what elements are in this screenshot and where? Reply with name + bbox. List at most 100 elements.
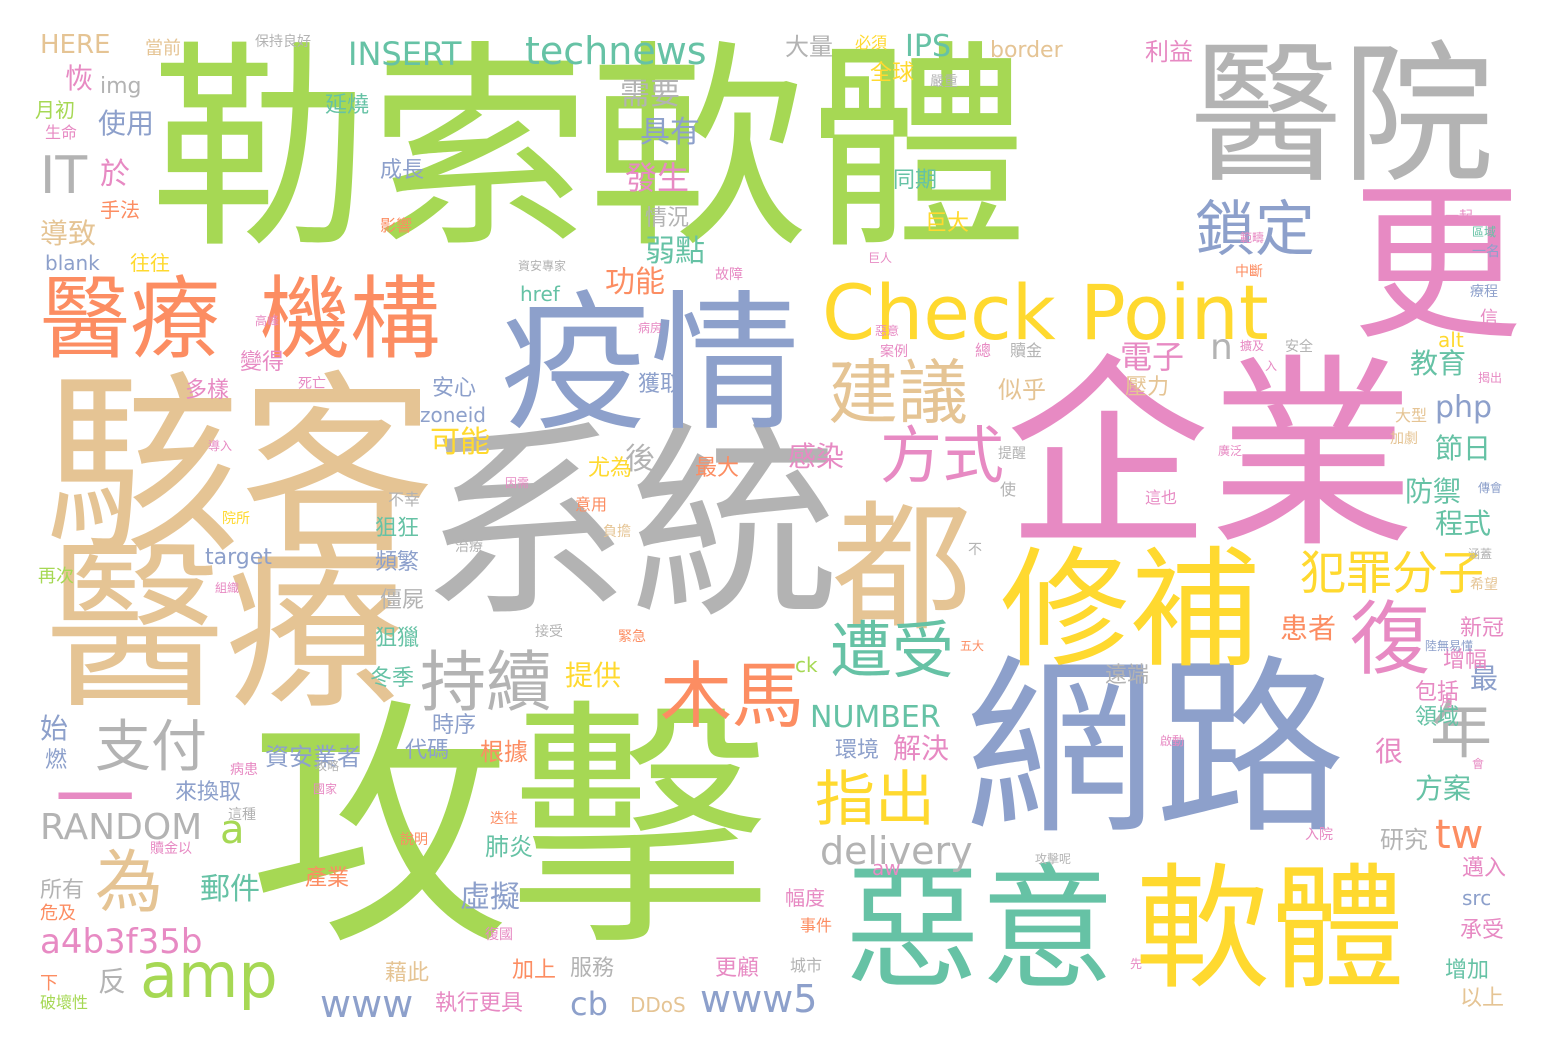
- word-here: HERE: [40, 30, 111, 60]
- word-ddos: DDoS: [630, 993, 686, 1017]
- word-php: php: [1435, 390, 1493, 425]
- word-shoufa: 手法: [100, 198, 140, 222]
- word-bixu: 必須: [855, 33, 888, 52]
- word-href: href: [520, 282, 560, 306]
- word-ganran: 感染: [788, 440, 845, 473]
- word-yuansuo: 院所: [222, 511, 250, 527]
- word-number: NUMBER: [810, 700, 941, 735]
- word-insert: INSERT: [348, 35, 462, 73]
- word-eyi: 惡意: [845, 851, 1115, 1008]
- word-tigong: 提供: [565, 659, 622, 692]
- word-wei: 為: [95, 844, 164, 923]
- word-hui-small: 會: [1472, 757, 1485, 771]
- word-anquan: 安全: [1285, 339, 1313, 355]
- word-wuda: 五大: [960, 639, 985, 653]
- word-anli: 案例: [880, 344, 908, 360]
- word-fan: 反: [98, 965, 127, 998]
- word-ziqnyezhe: 資安業者: [265, 743, 361, 771]
- word-dangqian: 當前: [145, 38, 181, 59]
- word-a: a: [220, 807, 245, 853]
- word-yanshao: 延燒: [325, 93, 370, 118]
- word-shujin: 贖金: [1010, 341, 1043, 360]
- word-dou: 都: [832, 488, 973, 651]
- word-dianzi: 電子: [1120, 338, 1185, 376]
- word-duoyang: 多樣: [185, 378, 230, 403]
- word-yiqi: 一起: [1445, 209, 1473, 225]
- word-youjian: 郵件: [200, 872, 260, 907]
- word-yue: 月: [1440, 694, 1454, 710]
- word-zaici: 再次: [38, 566, 74, 587]
- word-suoding: 鎖定: [1195, 195, 1315, 265]
- word-baokuo: 包括: [1415, 680, 1460, 705]
- word-yiliao-large: 醫療: [45, 525, 406, 734]
- word-a4b3f35b: a4b3f35b: [40, 922, 203, 962]
- word-xia: 下: [40, 973, 58, 994]
- word-amp: amp: [140, 939, 278, 1012]
- word-zui: 最: [1470, 662, 1499, 695]
- word-ruyuan: 入院: [1305, 827, 1333, 843]
- word-cb: cb: [570, 985, 608, 1023]
- word-eyi-small: 惡意: [875, 324, 900, 338]
- word-shengming: 生命: [45, 123, 78, 142]
- word-sihu: 似乎: [998, 376, 1046, 404]
- word-gaofeng: 高峰: [255, 314, 280, 328]
- word-fangan: 方案: [1415, 772, 1472, 805]
- word-qiye: 企業: [1005, 338, 1415, 576]
- word-fu: 復: [1350, 593, 1430, 686]
- word-yinxu: 因需: [505, 476, 530, 490]
- word-jiaoyu: 教育: [1410, 347, 1467, 380]
- word-img: img: [100, 74, 142, 99]
- word-jigou: 機構: [260, 267, 440, 372]
- word-xuni: 虛擬: [460, 880, 520, 915]
- word-xiwang: 希望: [1470, 577, 1498, 593]
- word-yuanduan: 遠端: [1105, 663, 1150, 688]
- word-zhiliao: 治療: [455, 539, 483, 555]
- word-alt: alt: [1438, 328, 1464, 352]
- word-border: border: [990, 38, 1063, 63]
- word-nian: 年: [1430, 694, 1493, 767]
- word-huoqu: 獲取: [638, 372, 683, 397]
- word-jieri: 節日: [1435, 432, 1492, 465]
- word-daozhi: 導致: [40, 217, 97, 250]
- word-gongji-ne: 攻擊呢: [1035, 852, 1072, 866]
- word-fanzui-fenzi: 犯罪分子: [1300, 546, 1484, 600]
- word-hou: 後: [625, 442, 655, 477]
- word-biande: 變得: [240, 350, 285, 375]
- word-suoyou: 所有: [40, 878, 85, 903]
- word-guzhang: 故障: [715, 267, 743, 283]
- word-ips: IPS: [905, 29, 951, 64]
- word-geng: 更: [1352, 166, 1523, 364]
- word-yiyong: 意用: [575, 495, 608, 514]
- word-yanzhong: 嚴重: [930, 74, 958, 90]
- word-feiyan: 肺炎: [485, 833, 533, 861]
- word-luwu-yidong: 陸無易懂: [1425, 639, 1474, 653]
- word-laihuanqu: 來換取: [175, 780, 242, 805]
- word-src: src: [1462, 886, 1492, 910]
- word-xiubu: 修補: [1000, 534, 1261, 686]
- word-fangshi: 方式: [880, 419, 1005, 492]
- word-quyu: 區域: [1472, 225, 1497, 239]
- word-wanglu: 網路: [965, 639, 1346, 860]
- word-zhixing-gengju: 執行更具: [435, 991, 524, 1016]
- word-xitong: 系統: [420, 402, 841, 647]
- word-guojia: 國家: [313, 782, 338, 796]
- word-zaoshou: 遭受: [830, 614, 955, 687]
- word-anxin: 安心: [432, 376, 477, 401]
- word-jiejue: 解決: [893, 732, 950, 765]
- word-jiaju: 加劇: [1390, 431, 1418, 447]
- word-random: RANDOM: [40, 807, 203, 848]
- word-tongqi: 同期: [893, 168, 938, 193]
- word-hui: 恢: [65, 62, 94, 95]
- word-genggu: 更顧: [715, 956, 760, 981]
- word-ruodian: 弱點: [645, 234, 705, 269]
- word-yishang: 以上: [1460, 986, 1505, 1011]
- word-ruanti-large: 軟體: [588, 22, 1029, 278]
- word-genju: 根據: [480, 738, 528, 766]
- word-ru: 入: [1265, 359, 1278, 373]
- word-yiyuan: 醫院: [1190, 27, 1494, 204]
- word-technews: technews: [525, 29, 707, 73]
- word-juren: 巨人: [868, 251, 893, 265]
- word-zheye: 這也: [1145, 488, 1178, 507]
- word-jiechu: 揭出: [1478, 371, 1503, 385]
- word-zengfu: 增幅: [1443, 648, 1488, 673]
